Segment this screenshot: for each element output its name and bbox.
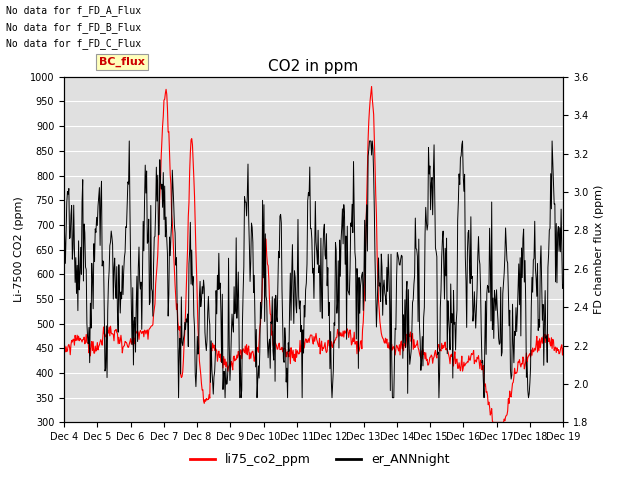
Legend: li75_co2_ppm, er_ANNnight: li75_co2_ppm, er_ANNnight	[186, 448, 454, 471]
Text: No data for f_FD_A_Flux: No data for f_FD_A_Flux	[6, 5, 141, 16]
Y-axis label: Li-7500 CO2 (ppm): Li-7500 CO2 (ppm)	[14, 197, 24, 302]
Title: CO2 in ppm: CO2 in ppm	[268, 59, 359, 74]
Text: No data for f_FD_C_Flux: No data for f_FD_C_Flux	[6, 38, 141, 49]
Text: No data for f_FD_B_Flux: No data for f_FD_B_Flux	[6, 22, 141, 33]
Text: BC_flux: BC_flux	[99, 57, 145, 67]
Y-axis label: FD chamber flux (ppm): FD chamber flux (ppm)	[594, 185, 604, 314]
